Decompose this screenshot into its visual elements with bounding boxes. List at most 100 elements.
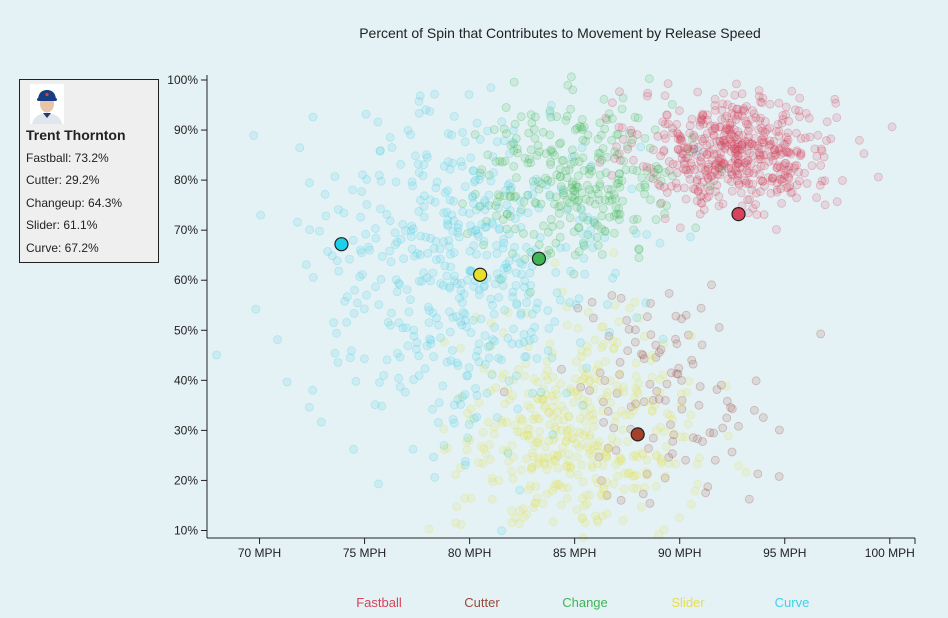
point-slider	[528, 414, 538, 424]
point-curve	[352, 298, 362, 308]
point-curve	[526, 281, 536, 290]
point-slider	[632, 400, 642, 410]
point-change	[484, 200, 494, 210]
highlight-point-fastball[interactable]	[731, 207, 746, 222]
legend-item-fastball[interactable]: Fastball	[356, 595, 402, 610]
point-curve	[374, 479, 383, 489]
point-slider	[545, 420, 555, 430]
highlight-points-layer	[334, 207, 746, 442]
point-fastball	[753, 125, 763, 134]
point-curve	[403, 341, 413, 351]
point-fastball	[710, 123, 720, 133]
legend-item-cutter[interactable]: Cutter	[464, 595, 500, 610]
point-slider	[612, 381, 622, 391]
point-change	[513, 148, 522, 158]
legend-item-change[interactable]: Change	[562, 595, 608, 610]
point-change	[536, 199, 546, 209]
point-curve	[501, 186, 511, 195]
highlight-point-cutter[interactable]	[630, 427, 645, 442]
point-fastball	[737, 140, 747, 150]
point-slider	[527, 463, 536, 473]
point-change	[600, 124, 610, 134]
point-fastball	[743, 137, 753, 147]
point-fastball	[663, 119, 673, 129]
point-slider	[686, 410, 696, 420]
point-curve	[323, 247, 333, 256]
highlight-point-curve[interactable]	[334, 237, 349, 252]
point-curve	[460, 137, 470, 147]
y-tick-label: 60%	[174, 273, 198, 287]
point-curve	[426, 335, 436, 345]
point-fastball	[733, 111, 743, 121]
point-curve	[455, 293, 464, 303]
point-slider	[656, 454, 666, 464]
point-slider	[498, 418, 507, 428]
point-slider	[566, 384, 575, 394]
point-curve	[445, 307, 454, 317]
x-tick-label: 70 MPH	[238, 546, 281, 560]
point-fastball	[727, 118, 737, 128]
point-curve	[377, 252, 387, 261]
point-cutter	[674, 363, 684, 373]
point-curve	[472, 249, 481, 259]
point-slider	[521, 359, 531, 368]
point-fastball	[705, 139, 715, 149]
point-curve	[561, 242, 571, 252]
point-curve	[374, 170, 384, 180]
highlight-point-slider[interactable]	[473, 267, 488, 282]
point-fastball	[776, 143, 785, 153]
point-change	[644, 74, 654, 84]
point-curve	[474, 175, 484, 184]
point-fastball	[649, 168, 659, 177]
point-slider	[582, 499, 592, 509]
point-fastball	[740, 175, 749, 185]
point-curve	[463, 433, 473, 443]
point-curve	[443, 221, 453, 231]
point-fastball	[743, 155, 753, 165]
legend-item-slider[interactable]: Slider	[671, 595, 705, 610]
legend-item-curve[interactable]: Curve	[775, 595, 810, 610]
point-curve	[308, 385, 318, 395]
point-slider	[584, 377, 594, 386]
point-curve	[492, 137, 502, 147]
point-fastball	[729, 132, 738, 142]
point-curve	[385, 216, 395, 226]
point-curve	[428, 308, 438, 318]
highlight-point-change[interactable]	[531, 251, 547, 266]
point-slider	[514, 364, 523, 374]
point-curve	[487, 217, 497, 227]
point-fastball	[758, 176, 768, 186]
point-slider	[573, 427, 582, 437]
x-tick-label: 95 MPH	[763, 546, 806, 560]
point-curve	[456, 157, 466, 167]
point-change	[654, 164, 664, 174]
point-slider	[451, 470, 461, 480]
point-slider	[456, 463, 465, 473]
point-curve	[468, 166, 478, 176]
point-fastball	[679, 183, 689, 193]
point-fastball	[722, 123, 731, 133]
point-slider	[591, 473, 601, 483]
point-slider	[542, 390, 552, 400]
point-change	[705, 181, 715, 190]
point-change	[545, 106, 555, 116]
point-cutter	[644, 443, 653, 453]
point-curve	[433, 418, 443, 427]
point-change	[573, 196, 582, 206]
point-curve	[419, 160, 429, 170]
point-fastball	[704, 159, 713, 169]
point-change	[583, 230, 593, 240]
point-curve	[488, 300, 497, 310]
point-fastball	[805, 132, 815, 142]
y-tick-label: 90%	[174, 123, 198, 137]
point-fastball	[683, 144, 692, 154]
point-slider	[734, 461, 743, 471]
point-curve	[321, 211, 331, 221]
point-fastball	[744, 168, 753, 178]
point-change	[642, 166, 652, 176]
point-curve	[578, 229, 587, 239]
point-slider	[577, 460, 586, 470]
point-slider	[497, 373, 507, 383]
point-curve	[418, 171, 428, 181]
point-slider	[502, 417, 512, 427]
